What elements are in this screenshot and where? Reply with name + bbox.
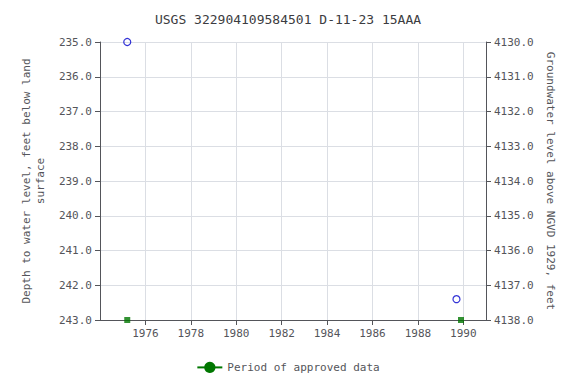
- svg-text:4136.0: 4136.0: [494, 244, 534, 257]
- svg-text:4138.0: 4138.0: [494, 314, 534, 327]
- svg-text:4131.0: 4131.0: [494, 70, 534, 83]
- svg-text:1988: 1988: [405, 327, 432, 340]
- svg-text:1984: 1984: [314, 327, 341, 340]
- svg-text:237.0: 237.0: [59, 105, 92, 118]
- svg-text:surface: surface: [34, 158, 47, 204]
- svg-text:1982: 1982: [268, 327, 295, 340]
- svg-text:240.0: 240.0: [59, 209, 92, 222]
- svg-text:236.0: 236.0: [59, 70, 92, 83]
- svg-text:241.0: 241.0: [59, 244, 92, 257]
- svg-text:4135.0: 4135.0: [494, 209, 534, 222]
- svg-text:243.0: 243.0: [59, 314, 92, 327]
- svg-text:1980: 1980: [223, 327, 250, 340]
- svg-text:4137.0: 4137.0: [494, 279, 534, 292]
- svg-text:1986: 1986: [359, 327, 386, 340]
- svg-text:1990: 1990: [450, 327, 477, 340]
- svg-text:4133.0: 4133.0: [494, 140, 534, 153]
- svg-text:238.0: 238.0: [59, 140, 92, 153]
- svg-text:Depth to water level, feet bel: Depth to water level, feet below land: [20, 58, 33, 303]
- svg-text:4132.0: 4132.0: [494, 105, 534, 118]
- svg-text:235.0: 235.0: [59, 36, 92, 49]
- svg-text:1978: 1978: [178, 327, 205, 340]
- svg-text:1976: 1976: [132, 327, 159, 340]
- svg-text:4130.0: 4130.0: [494, 36, 534, 49]
- svg-text:239.0: 239.0: [59, 175, 92, 188]
- svg-text:USGS 322904109584501 D-11-23 1: USGS 322904109584501 D-11-23 15AAA: [155, 12, 421, 27]
- svg-text:Groundwater level above NGVD 1: Groundwater level above NGVD 1929, feet: [544, 52, 557, 310]
- svg-text:4134.0: 4134.0: [494, 175, 534, 188]
- svg-text:242.0: 242.0: [59, 279, 92, 292]
- svg-text:Period of approved data: Period of approved data: [227, 361, 379, 374]
